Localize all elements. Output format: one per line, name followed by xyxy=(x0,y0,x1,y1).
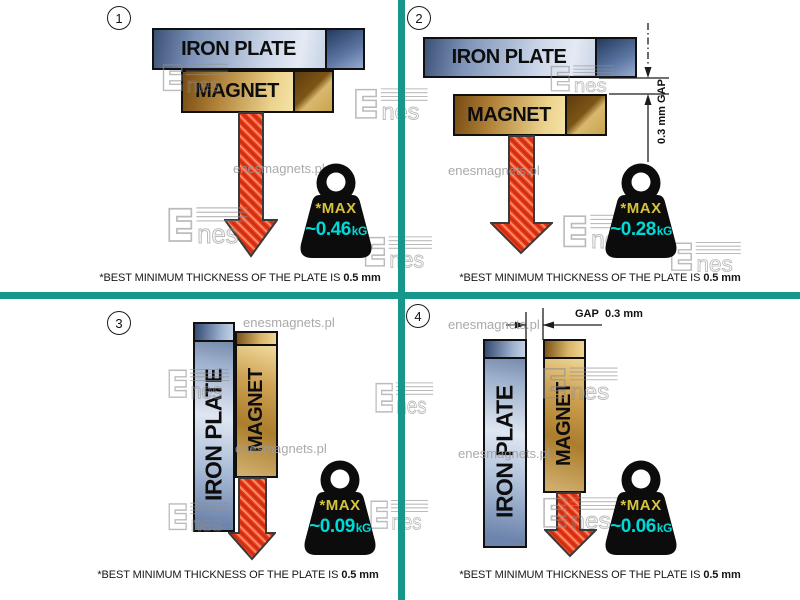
panel-1-value: ~0.46 xyxy=(305,219,351,240)
panel-4-iron-plate: IRON PLATE xyxy=(483,339,527,548)
svg-text:nes: nes xyxy=(389,247,424,272)
panel-4-max-label: *MAX xyxy=(620,497,662,514)
panel-1-unit: kG xyxy=(351,224,368,238)
kettlebell-shape xyxy=(605,163,677,258)
panel-1-iron-plate: IRON PLATE xyxy=(152,28,365,70)
panel-1-caption: *BEST MINIMUM THICKNESS OF THE PLATE IS … xyxy=(58,272,422,284)
panel-4-iron-plate-cap xyxy=(485,341,525,359)
panel-1-magnet-label: MAGNET xyxy=(195,80,279,102)
site-watermark-text: enesmagnets.pl xyxy=(243,315,335,330)
panel-2-number-badge: 2 xyxy=(407,6,431,30)
panel-2-iron-plate: IRON PLATE xyxy=(423,37,637,78)
panel-1-iron-plate-label: IRON PLATE xyxy=(181,37,296,60)
panel-2-unit: kG xyxy=(656,224,673,238)
panel-2-gap-dimension-lines xyxy=(599,23,669,162)
gap-word: GAP xyxy=(575,308,599,320)
panel-4-weight-icon: *MAX ~0.06kG xyxy=(600,460,682,557)
panel-3-magnet-cap xyxy=(237,333,276,346)
panel-2-weight-icon: *MAX ~0.28kG xyxy=(600,163,682,260)
vertical-divider xyxy=(398,0,405,600)
caption-text: *BEST MINIMUM THICKNESS OF THE PLATE IS xyxy=(459,569,701,581)
panel-3-max-value: ~0.09kG xyxy=(299,516,381,538)
caption-text: *BEST MINIMUM THICKNESS OF THE PLATE IS xyxy=(459,272,701,284)
panel-3-value: ~0.09 xyxy=(309,516,355,537)
panel-4-iron-plate-label: IRON PLATE xyxy=(491,385,518,518)
panel-4-gap-dimension-lines xyxy=(506,308,602,340)
kettlebell-shape xyxy=(300,163,372,258)
horizontal-divider xyxy=(0,292,800,299)
panel-4-unit: kG xyxy=(656,521,673,535)
panel-1-force-arrow-down-icon xyxy=(224,112,278,258)
panel-4-magnet-cap xyxy=(545,341,584,359)
panel-2-magnet-label: MAGNET xyxy=(467,103,551,126)
panel-3-magnet-label: MAGNET xyxy=(245,368,267,452)
panel-3-caption: *BEST MINIMUM THICKNESS OF THE PLATE IS … xyxy=(56,569,420,581)
panel-4-value: ~0.06 xyxy=(610,516,656,537)
panel-1-weight-icon: *MAX ~0.46kG xyxy=(295,163,377,260)
panel-2-force-arrow-down-icon xyxy=(490,135,553,255)
caption-bold-value: 0.5 mm xyxy=(703,569,741,581)
panel-1-max-label: *MAX xyxy=(315,200,357,217)
panel-2-value: ~0.28 xyxy=(610,219,656,240)
panel-2-caption: *BEST MINIMUM THICKNESS OF THE PLATE IS … xyxy=(418,272,782,284)
panel-4-max-value: ~0.06kG xyxy=(600,516,682,538)
panel-4-number-badge: 4 xyxy=(406,304,430,328)
panel-4-magnet-label: MAGNET xyxy=(553,382,575,466)
panel-3-iron-plate: IRON PLATE xyxy=(193,322,235,532)
svg-text:nes: nes xyxy=(392,511,422,534)
panel-3-max-label: *MAX xyxy=(319,497,361,514)
panel-2-gap-label: 0.3 mm GAP xyxy=(656,64,668,144)
panel-3-magnet: MAGNET xyxy=(235,331,278,478)
panel-4-force-arrow-down-icon xyxy=(544,492,597,558)
caption-text: *BEST MINIMUM THICKNESS OF THE PLATE IS xyxy=(97,569,339,581)
panel-3-unit: kG xyxy=(355,521,372,535)
panel-1-magnet: MAGNET xyxy=(181,70,334,113)
caption-bold-value: 0.5 mm xyxy=(703,272,741,284)
panel-2-iron-plate-label: IRON PLATE xyxy=(451,46,567,68)
kettlebell-shape xyxy=(605,460,677,555)
panel-2-magnet-side xyxy=(565,96,605,134)
panel-2-max-value: ~0.28kG xyxy=(600,219,682,241)
panel-4-caption: *BEST MINIMUM THICKNESS OF THE PLATE IS … xyxy=(418,569,782,581)
panel-1-magnet-side xyxy=(293,72,332,111)
panel-4-magnet: MAGNET xyxy=(543,339,586,493)
panel-2-iron-plate-side xyxy=(595,39,635,76)
kettlebell-shape xyxy=(304,460,376,555)
panel-2-magnet: MAGNET xyxy=(453,94,607,136)
panel-1-max-value: ~0.46kG xyxy=(295,219,377,241)
panel-1-number-badge: 1 xyxy=(107,6,131,30)
panel-2-max-label: *MAX xyxy=(620,200,662,217)
gap-value: 0.3 mm xyxy=(604,308,643,320)
caption-bold-value: 0.5 mm xyxy=(341,569,379,581)
panel-3-force-arrow-down-icon xyxy=(228,477,276,561)
panel-1-iron-plate-side xyxy=(325,30,363,68)
panel-4-gap-label: GAP 0.3 mm xyxy=(575,308,643,320)
gap-value: 0.3 mm xyxy=(656,106,668,144)
panel-3-iron-plate-cap xyxy=(195,324,233,342)
gap-word: GAP xyxy=(656,79,668,104)
caption-bold-value: 0.5 mm xyxy=(343,272,381,284)
panel-3-weight-icon: *MAX ~0.09kG xyxy=(299,460,381,557)
panel-3-number-badge: 3 xyxy=(107,311,131,335)
caption-text: *BEST MINIMUM THICKNESS OF THE PLATE IS xyxy=(99,272,341,284)
enes-logo-watermark: nes xyxy=(352,82,430,125)
